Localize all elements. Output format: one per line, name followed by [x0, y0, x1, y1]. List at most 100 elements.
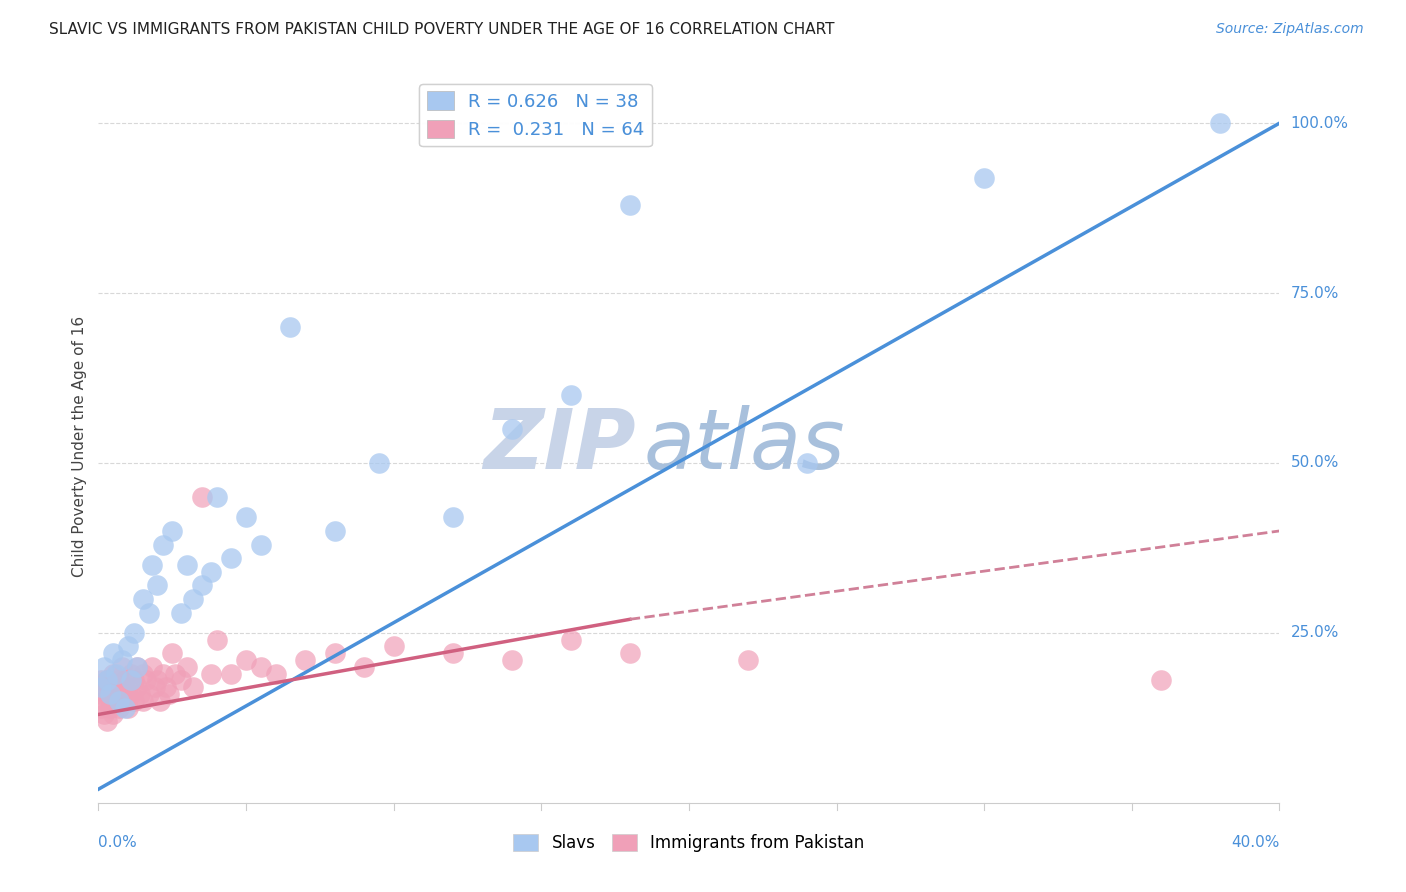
- Point: [149, 694, 172, 708]
- Point: [170, 673, 193, 688]
- Point: [108, 673, 131, 688]
- Point: [111, 687, 134, 701]
- Text: Source: ZipAtlas.com: Source: ZipAtlas.com: [1216, 22, 1364, 37]
- Point: [96, 714, 118, 729]
- Point: [264, 666, 287, 681]
- Point: [501, 422, 523, 436]
- Point: [146, 578, 169, 592]
- Point: [138, 606, 160, 620]
- Text: 50.0%: 50.0%: [1291, 456, 1339, 470]
- Point: [120, 673, 142, 688]
- Point: [117, 640, 139, 654]
- Text: 40.0%: 40.0%: [1232, 835, 1279, 850]
- Point: [98, 700, 121, 714]
- Point: [138, 687, 160, 701]
- Point: [560, 388, 582, 402]
- Point: [125, 660, 148, 674]
- Point: [250, 660, 273, 674]
- Text: 0.0%: 0.0%: [98, 835, 138, 850]
- Point: [323, 524, 346, 538]
- Point: [105, 666, 128, 681]
- Point: [181, 591, 204, 606]
- Point: [105, 694, 128, 708]
- Point: [96, 673, 118, 688]
- Point: [323, 646, 346, 660]
- Point: [120, 687, 142, 701]
- Point: [93, 660, 115, 674]
- Point: [155, 680, 177, 694]
- Point: [176, 558, 198, 572]
- Point: [117, 700, 139, 714]
- Point: [221, 666, 243, 681]
- Point: [103, 687, 125, 701]
- Point: [1150, 673, 1173, 688]
- Point: [973, 170, 995, 185]
- Point: [103, 666, 125, 681]
- Point: [132, 694, 155, 708]
- Point: [96, 687, 118, 701]
- Point: [250, 537, 273, 551]
- Point: [353, 660, 375, 674]
- Point: [152, 537, 174, 551]
- Point: [93, 694, 115, 708]
- Point: [122, 694, 145, 708]
- Point: [235, 653, 257, 667]
- Point: [93, 680, 115, 694]
- Point: [176, 660, 198, 674]
- Point: [205, 490, 228, 504]
- Point: [181, 680, 204, 694]
- Point: [152, 666, 174, 681]
- Text: 75.0%: 75.0%: [1291, 285, 1339, 301]
- Point: [441, 646, 464, 660]
- Point: [441, 510, 464, 524]
- Y-axis label: Child Poverty Under the Age of 16: Child Poverty Under the Age of 16: [72, 316, 87, 576]
- Text: atlas: atlas: [644, 406, 845, 486]
- Text: ZIP: ZIP: [484, 406, 636, 486]
- Point: [128, 687, 150, 701]
- Point: [122, 673, 145, 688]
- Legend: R = 0.626   N = 38, R =  0.231   N = 64: R = 0.626 N = 38, R = 0.231 N = 64: [419, 84, 651, 146]
- Point: [114, 694, 136, 708]
- Point: [191, 490, 214, 504]
- Point: [132, 666, 155, 681]
- Point: [98, 680, 121, 694]
- Point: [114, 700, 136, 714]
- Point: [737, 653, 759, 667]
- Point: [111, 660, 134, 674]
- Point: [122, 626, 145, 640]
- Point: [141, 660, 163, 674]
- Point: [162, 524, 183, 538]
- Point: [221, 551, 243, 566]
- Point: [165, 666, 187, 681]
- Point: [191, 578, 214, 592]
- Point: [90, 700, 112, 714]
- Point: [143, 680, 166, 694]
- Point: [90, 673, 112, 688]
- Point: [619, 646, 641, 660]
- Text: 25.0%: 25.0%: [1291, 625, 1339, 640]
- Point: [111, 653, 134, 667]
- Point: [117, 680, 139, 694]
- Point: [294, 653, 316, 667]
- Point: [1209, 116, 1232, 130]
- Point: [93, 707, 115, 722]
- Point: [235, 510, 257, 524]
- Point: [103, 646, 125, 660]
- Point: [120, 666, 142, 681]
- Point: [200, 666, 222, 681]
- Point: [170, 606, 193, 620]
- Point: [98, 687, 121, 701]
- Point: [200, 565, 222, 579]
- Point: [619, 198, 641, 212]
- Point: [125, 680, 148, 694]
- Point: [114, 673, 136, 688]
- Point: [382, 640, 405, 654]
- Point: [125, 660, 148, 674]
- Point: [796, 456, 818, 470]
- Text: 100.0%: 100.0%: [1291, 116, 1348, 131]
- Point: [141, 558, 163, 572]
- Point: [90, 687, 112, 701]
- Point: [103, 707, 125, 722]
- Point: [108, 694, 131, 708]
- Point: [560, 632, 582, 647]
